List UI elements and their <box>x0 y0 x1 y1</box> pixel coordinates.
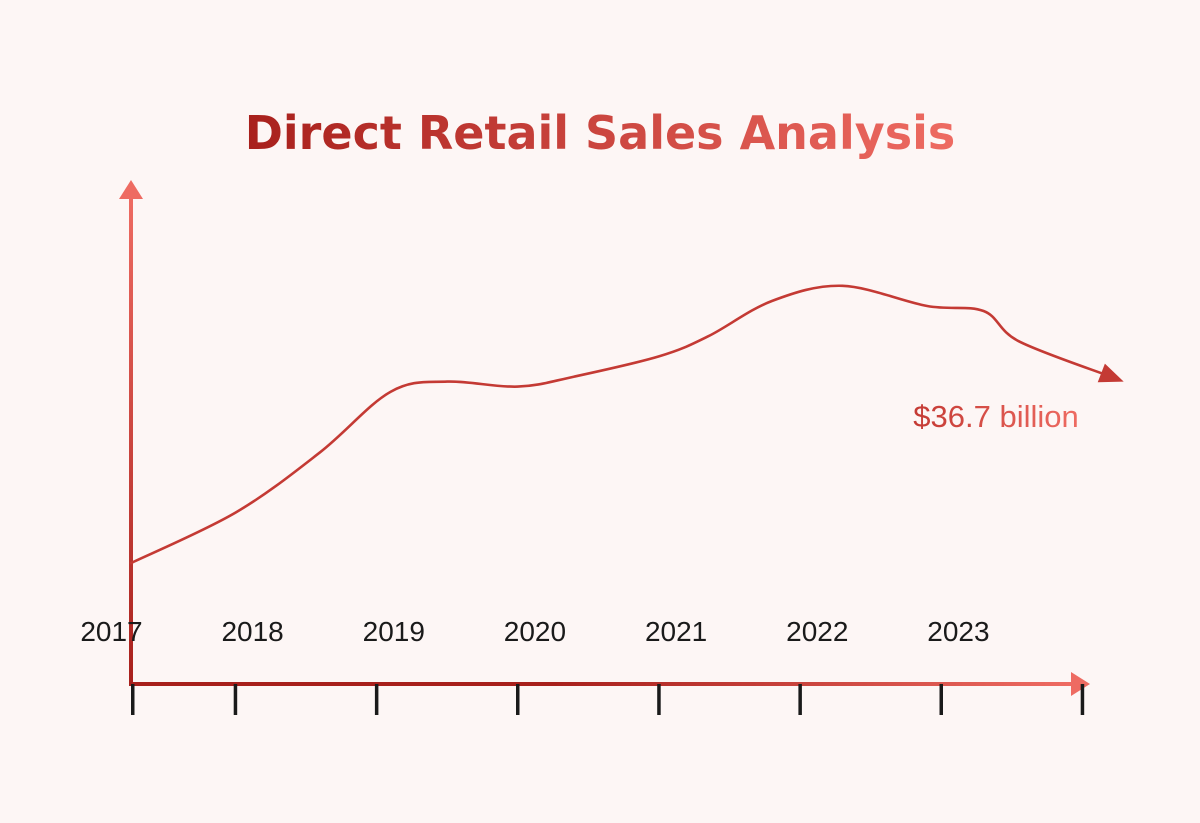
x-tick-2023 <box>1080 684 1085 715</box>
y-axis-line <box>129 196 133 686</box>
x-tick-2021 <box>798 684 802 715</box>
end-value-label: $36.7 billion <box>913 399 1078 434</box>
x-tick-2018 <box>374 684 379 715</box>
x-tick-2022 <box>939 684 943 715</box>
x-tick-label-2018: 2018 <box>221 616 283 647</box>
y-axis <box>119 180 143 686</box>
series-end-arrow-icon <box>1097 363 1124 383</box>
series-line <box>129 284 1112 565</box>
y-axis-arrow-icon <box>119 180 143 199</box>
x-tick-label-2021: 2021 <box>645 616 707 647</box>
x-axis: 2017 2018 2019 2020 2021 2022 2023 <box>80 616 1090 715</box>
x-tick-label-2023: 2023 <box>927 616 989 647</box>
chart-title: Direct Retail Sales Analysis <box>245 106 956 160</box>
x-tick-labels: 2017 2018 2019 2020 2021 2022 2023 <box>80 616 989 647</box>
x-axis-origin-tick <box>131 684 135 715</box>
x-tick-2020 <box>657 684 661 715</box>
x-axis-arrow-icon <box>1071 672 1090 696</box>
x-tick-label-2020: 2020 <box>504 616 566 647</box>
x-tick-2019 <box>516 684 520 715</box>
x-tick-2017 <box>233 684 238 715</box>
x-axis-line <box>131 682 1073 686</box>
x-tick-label-2022: 2022 <box>786 616 848 647</box>
x-tick-label-2019: 2019 <box>363 616 425 647</box>
x-ticks <box>233 684 1085 715</box>
x-tick-label-2017: 2017 <box>80 616 142 647</box>
